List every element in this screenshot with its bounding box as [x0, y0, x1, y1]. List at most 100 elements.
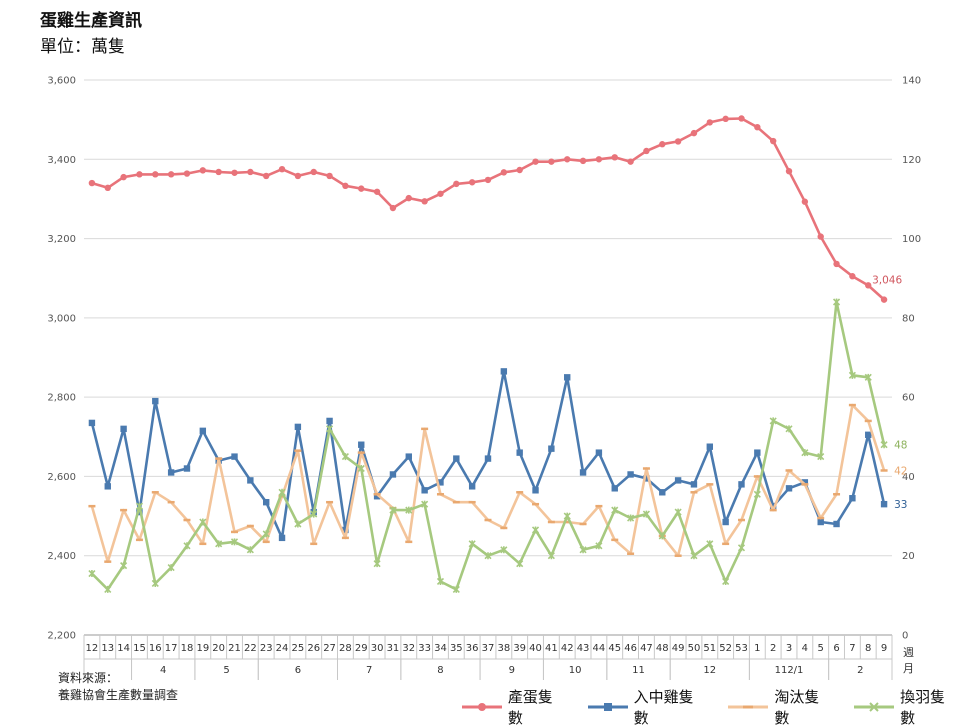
data-point-1	[167, 469, 175, 476]
x-week-tick-label: 16	[149, 643, 162, 654]
data-point-1	[643, 475, 650, 482]
data-point-3	[500, 546, 508, 554]
data-point-3	[737, 544, 746, 552]
x-month-tick-label: 4	[160, 665, 166, 676]
x-week-tick-label: 25	[292, 643, 305, 654]
data-point-0	[437, 190, 444, 197]
x-week-tick-label: 50	[688, 643, 701, 654]
data-point-0	[643, 147, 650, 155]
legend-swatch-molting	[854, 702, 895, 712]
x-week-tick-label: 6	[833, 643, 839, 654]
legend-swatch-culled	[728, 705, 769, 709]
data-point-1	[754, 449, 761, 456]
data-point-3	[484, 552, 492, 560]
data-point-1	[611, 485, 618, 492]
data-point-0	[342, 182, 349, 190]
data-point-3	[389, 506, 397, 514]
x-week-tick-label: 9	[881, 643, 887, 654]
x-week-tick-label: 42	[561, 643, 574, 654]
data-point-3	[341, 453, 349, 461]
x-week-tick-label: 1	[754, 643, 760, 654]
legend-item-molting: 換羽隻數	[852, 686, 960, 728]
y-left-tick-label: 3,000	[47, 313, 76, 324]
data-point-0	[468, 179, 476, 186]
data-point-3	[832, 298, 841, 306]
data-point-0	[373, 188, 381, 195]
data-point-3	[722, 577, 730, 586]
x-week-tick-label: 13	[101, 643, 114, 654]
data-point-3	[674, 508, 682, 516]
data-point-1	[674, 477, 682, 484]
data-point-0	[247, 168, 254, 176]
x-week-tick-label: 27	[323, 643, 336, 654]
data-point-0	[152, 171, 159, 178]
data-point-1	[453, 455, 460, 462]
x-week-tick-label: 40	[529, 643, 542, 654]
data-point-1	[532, 487, 539, 494]
data-point-0	[405, 194, 412, 202]
y-right-tick-label: 120	[902, 155, 921, 166]
x-week-tick-label: 24	[276, 643, 289, 654]
data-point-0	[865, 282, 872, 289]
x-week-tick-label: 44	[593, 643, 606, 654]
x-week-tick-label: 38	[497, 643, 510, 654]
data-point-1	[865, 431, 872, 439]
data-point-0	[785, 167, 793, 175]
x-week-tick-label: 31	[387, 643, 400, 654]
x-week-tick-label: 23	[260, 643, 273, 654]
data-point-0	[310, 168, 317, 176]
data-point-1	[421, 487, 428, 494]
data-point-3	[642, 510, 650, 518]
data-point-0	[833, 260, 840, 268]
y-right-tick-label: 0	[902, 631, 908, 642]
x-month-tick-label: 6	[295, 665, 301, 676]
x-month-tick-label: 2	[857, 665, 863, 676]
x-week-tick-label: 20	[212, 643, 225, 654]
x-week-tick-label: 19	[196, 643, 209, 654]
y-right-tick-label: 80	[902, 313, 915, 324]
x-week-tick-label: 14	[117, 643, 130, 654]
data-point-1	[706, 443, 714, 450]
data-point-3	[230, 538, 239, 546]
data-point-1	[294, 423, 302, 431]
data-point-3	[611, 506, 619, 514]
x-week-tick-label: 43	[577, 643, 590, 654]
x-week-tick-label: 53	[735, 643, 748, 654]
x-week-tick-label: 26	[307, 643, 320, 654]
data-point-0	[706, 119, 714, 126]
legend-label-pullets: 入中雞隻數	[633, 688, 694, 727]
series-end-label-1: 33	[894, 499, 907, 511]
legend-swatch-pullets	[587, 703, 628, 711]
data-point-1	[247, 477, 254, 484]
legend-label-eggs: 產蛋隻數	[507, 688, 553, 727]
data-point-3	[579, 546, 587, 554]
data-point-3	[135, 502, 144, 510]
data-point-0	[674, 138, 682, 145]
data-point-1	[183, 465, 191, 472]
data-point-0	[532, 158, 539, 165]
data-point-0	[690, 129, 698, 137]
legend-item-pullets: 入中雞隻數	[586, 686, 709, 728]
legend-label-molting: 換羽隻數	[900, 688, 946, 727]
data-point-3	[516, 560, 524, 568]
x-week-tick-label: 41	[545, 643, 558, 654]
x-axis-week-title: 週	[903, 646, 914, 659]
data-point-3	[706, 540, 714, 548]
data-point-1	[801, 479, 809, 486]
data-point-1	[564, 374, 571, 381]
x-week-tick-label: 39	[513, 643, 526, 654]
data-point-3	[864, 373, 872, 381]
data-point-1	[849, 495, 856, 502]
y-left-tick-label: 2,200	[47, 631, 76, 642]
data-point-1	[738, 481, 745, 488]
x-week-tick-label: 12	[86, 643, 99, 654]
source-label: 資料來源：	[58, 671, 119, 685]
data-point-0	[880, 296, 888, 303]
y-left-tick-label: 3,600	[47, 76, 76, 87]
y-right-tick-label: 20	[902, 551, 915, 562]
data-point-3	[880, 441, 888, 449]
data-point-3	[104, 585, 112, 593]
data-point-3	[452, 585, 460, 593]
data-point-3	[310, 510, 318, 518]
